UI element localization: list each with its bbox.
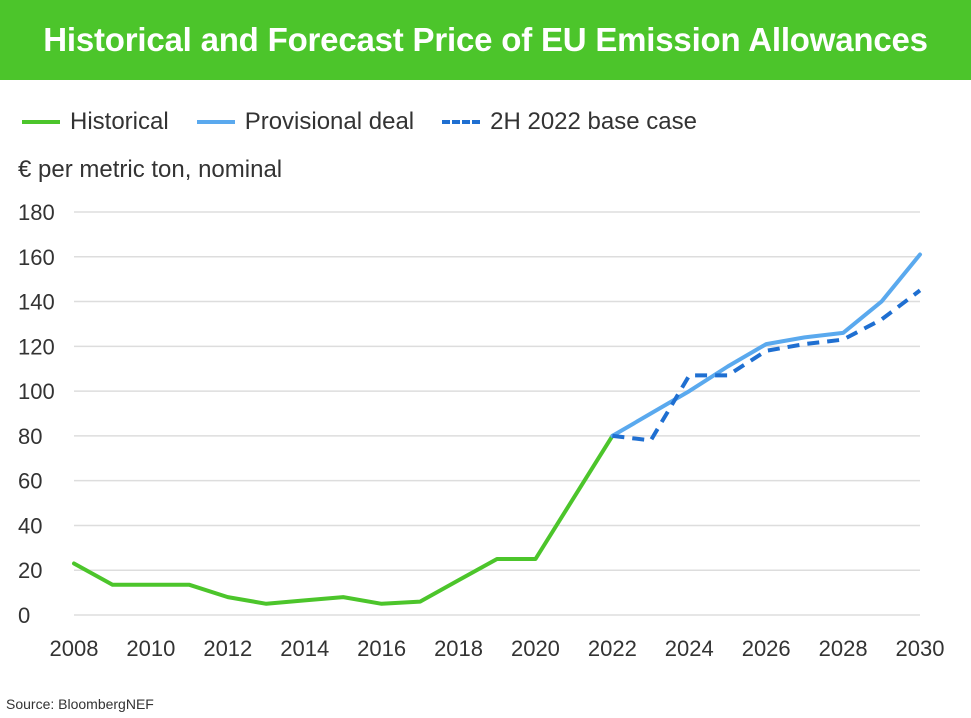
- line-chart: 0 20 40 60 80 100 120 140 160 180 2008 2010 2012 2014…: [18, 200, 945, 661]
- x-tick-label: 2012: [203, 636, 252, 661]
- legend-swatch-base-case: [442, 120, 481, 124]
- x-tick-label: 2020: [511, 636, 560, 661]
- chart-legend: Historical Provisional deal 2H 2022 base…: [22, 104, 725, 140]
- legend-swatch-provisional-deal: [196, 120, 235, 124]
- y-tick-label: 140: [18, 290, 55, 315]
- y-tick-label: 0: [18, 603, 30, 628]
- x-tick-label: 2026: [742, 636, 791, 661]
- y-tick-label: 160: [18, 245, 55, 270]
- legend-label-base-case: 2H 2022 base case: [490, 108, 697, 135]
- series-line-base-case: [612, 288, 922, 443]
- y-tick-label: 120: [18, 334, 55, 359]
- legend-label-historical: Historical: [70, 108, 169, 135]
- y-tick-label: 80: [18, 424, 42, 449]
- x-tick-label: 2016: [357, 636, 406, 661]
- y-axis-unit-label: € per metric ton, nominal: [18, 156, 283, 183]
- x-tick-label: 2022: [588, 636, 637, 661]
- chart-title: Historical and Forecast Price of EU Emis…: [43, 21, 928, 58]
- x-tick-label: 2010: [126, 636, 175, 661]
- y-tick-label: 60: [18, 469, 42, 494]
- y-tick-label: 40: [18, 513, 42, 538]
- x-tick-label: 2024: [665, 636, 714, 661]
- x-tick-label: 2028: [819, 636, 868, 661]
- legend-swatch-historical: [22, 120, 60, 124]
- series-line-historical: [72, 433, 615, 606]
- y-tick-label: 180: [18, 200, 55, 225]
- legend-item-base-case: 2H 2022 base case: [442, 108, 697, 136]
- x-tick-label: 2030: [896, 636, 945, 661]
- legend-item-historical: Historical: [22, 108, 169, 136]
- legend-item-provisional-deal: Provisional deal: [196, 108, 415, 136]
- series-line-provisional-deal: [610, 252, 922, 438]
- x-tick-label: 2008: [50, 636, 99, 661]
- y-tick-label: 100: [18, 379, 55, 404]
- x-tick-label: 2014: [280, 636, 329, 661]
- y-tick-label: 20: [18, 558, 42, 583]
- title-banner: [0, 0, 971, 80]
- x-tick-label: 2018: [434, 636, 483, 661]
- source-note: Source: BloombergNEF: [6, 696, 154, 712]
- legend-label-provisional-deal: Provisional deal: [244, 108, 415, 135]
